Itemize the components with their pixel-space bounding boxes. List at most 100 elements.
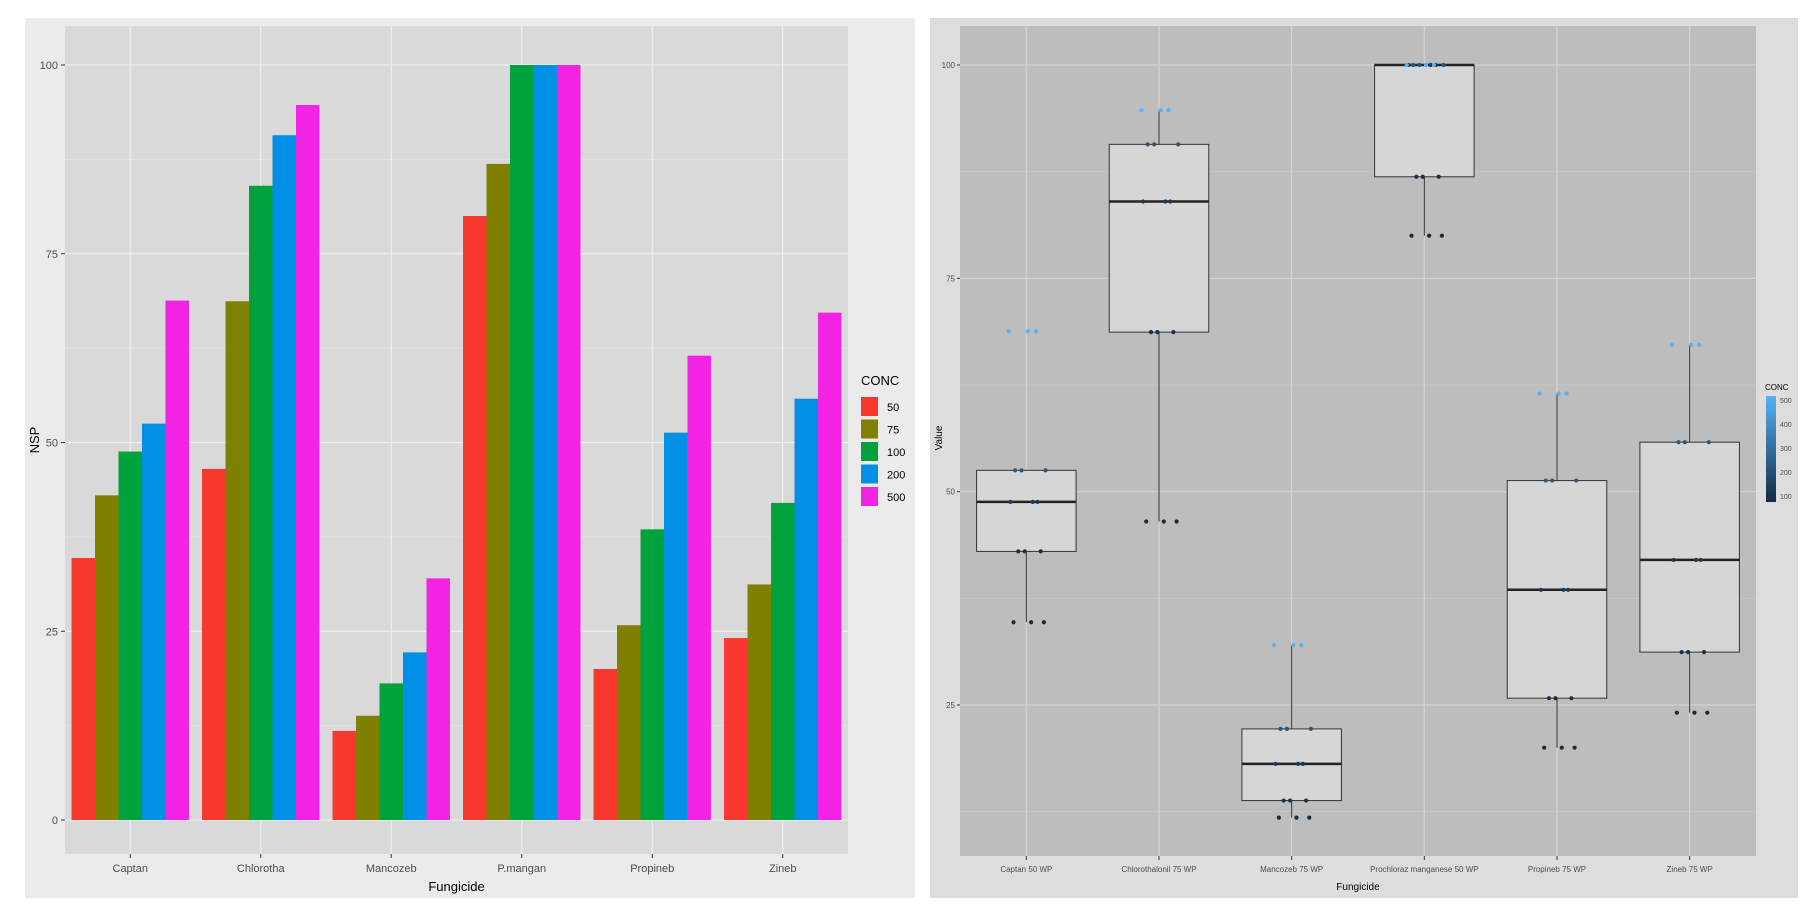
data-point (1174, 519, 1179, 524)
data-point (1019, 468, 1024, 473)
data-point (1561, 587, 1566, 592)
data-point (1556, 391, 1561, 396)
data-point (1543, 478, 1548, 483)
data-point (1030, 499, 1035, 505)
data-point (1436, 174, 1441, 179)
data-point (1553, 696, 1558, 701)
legend-label: 75 (887, 425, 899, 437)
data-point (1155, 329, 1160, 335)
x-tick-label: P.mangan (497, 863, 546, 875)
data-point (1701, 649, 1707, 655)
y-tick-label: 100 (942, 61, 956, 70)
bar-Propineb-75 (617, 625, 641, 820)
data-point (1029, 620, 1034, 625)
plot-panel (65, 26, 848, 854)
data-point (1025, 329, 1031, 334)
data-point (1041, 620, 1047, 625)
data-point (1697, 342, 1702, 347)
y-tick-label: 50 (46, 438, 58, 450)
bar-Chlorotha-75 (225, 301, 250, 820)
bar-Mancozeb-50 (332, 730, 357, 820)
data-point (1569, 696, 1574, 701)
box-5 (1639, 441, 1740, 653)
legend-label: 300 (1780, 446, 1792, 453)
data-point (1538, 587, 1544, 592)
y-tick-label: 25 (946, 701, 955, 710)
bar-Chlorotha-50 (202, 468, 226, 820)
bar-Zineb-75 (747, 584, 772, 820)
data-point (1411, 62, 1416, 68)
bar-chart-panel: Captan Chlorotha Mancozeb P.mangan Propineb Z… (25, 18, 915, 898)
y-tick-label: 25 (46, 626, 58, 638)
data-point (1038, 549, 1043, 554)
y-tick-label: 0 (52, 815, 58, 827)
data-point (1689, 342, 1694, 347)
legend-key-100 (861, 442, 878, 461)
legend-label: 400 (1780, 422, 1792, 429)
data-point (1693, 557, 1699, 563)
data-point (1537, 391, 1542, 396)
plot-panel (960, 26, 1756, 856)
data-point (1308, 726, 1313, 731)
data-point (1287, 798, 1293, 803)
data-point (1414, 174, 1419, 179)
y-tick-label: 75 (946, 274, 955, 283)
data-point (1420, 174, 1425, 179)
data-point (1168, 199, 1173, 204)
data-point (1281, 798, 1286, 803)
data-point (1559, 745, 1564, 750)
data-point (1273, 761, 1278, 766)
y-tick-label: 100 (40, 60, 58, 72)
data-point (1550, 478, 1555, 483)
data-point (1307, 815, 1312, 820)
x-tick-label: Zineb 75 WP (1667, 865, 1713, 874)
x-tick-label: Captan (113, 863, 148, 875)
bar-Captan-75 (95, 495, 119, 820)
box-3 (1374, 64, 1475, 178)
legend-label: 500 (1780, 398, 1792, 405)
legend-key-500 (861, 487, 878, 506)
box-plot: Captan 50 WP Chlorothalonil 75 WP Mancozeb… (930, 18, 1798, 898)
data-point (1431, 62, 1437, 68)
boxplot-panel: Captan 50 WP Chlorothalonil 75 WP Mancozeb… (930, 18, 1798, 898)
data-point (1542, 745, 1547, 750)
legend-label: 500 (887, 492, 905, 504)
data-point (1682, 440, 1687, 445)
bar-P.mangan-50 (463, 216, 487, 820)
data-point (1574, 478, 1579, 483)
data-point (1698, 557, 1703, 563)
data-point (1674, 710, 1679, 715)
data-point (1284, 726, 1289, 731)
x-tick-label: Captan 50 WP (1000, 865, 1052, 874)
data-point (1692, 710, 1697, 715)
x-tick-label: Propineb (630, 863, 674, 875)
legend-key-50 (861, 397, 878, 416)
bar-P.mangan-75 (486, 163, 511, 820)
legend-title: CONC (1765, 383, 1789, 392)
data-point (1006, 329, 1011, 334)
data-point (1043, 468, 1048, 473)
data-point (1294, 815, 1299, 820)
data-point (1011, 620, 1016, 625)
data-point (1572, 745, 1577, 750)
x-tick-label: Mancozeb 75 WP (1260, 865, 1323, 874)
data-point (1145, 142, 1150, 147)
x-tick-label: Chlorothalonil 75 WP (1121, 865, 1196, 874)
data-point (1441, 62, 1446, 68)
data-point (1291, 643, 1296, 648)
x-axis-title: Fungicide (1336, 882, 1380, 893)
data-point (1013, 468, 1018, 473)
data-point (1016, 549, 1021, 554)
bar-Chlorotha-200 (272, 135, 296, 821)
data-point (1705, 710, 1710, 715)
legend-label: 50 (887, 402, 899, 414)
data-point (1271, 643, 1277, 648)
data-point (1428, 62, 1433, 68)
legend-label: 100 (1780, 494, 1792, 501)
x-tick-label: Propineb 75 WP (1528, 865, 1586, 874)
data-point (1423, 62, 1429, 68)
bar-P.mangan-500 (556, 65, 581, 820)
bar-Propineb-200 (663, 432, 688, 820)
x-axis-title: Fungicide (428, 879, 484, 894)
bar-Captan-50 (71, 558, 96, 820)
